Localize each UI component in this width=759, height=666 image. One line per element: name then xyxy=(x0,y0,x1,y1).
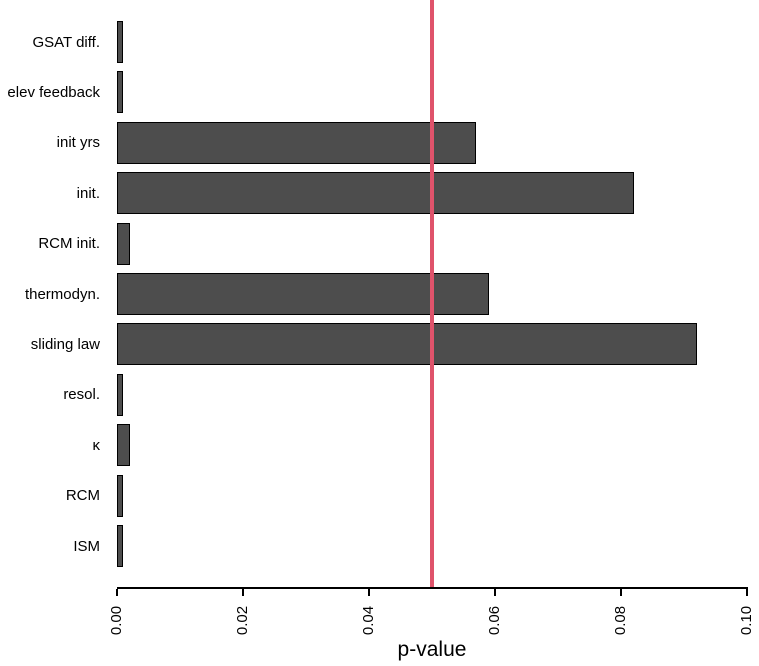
category-label: κ xyxy=(92,436,101,454)
category-label: resol. xyxy=(63,386,100,404)
category-label: ISM xyxy=(73,537,100,555)
category-label: init. xyxy=(76,184,100,202)
x-axis-tick xyxy=(116,589,118,596)
x-axis-tick xyxy=(368,589,370,596)
bar xyxy=(117,474,124,517)
category-label: elev feedback xyxy=(7,83,100,101)
category-label: sliding law xyxy=(30,335,100,353)
x-axis-tick-label: 0.00 xyxy=(67,598,167,642)
bar xyxy=(117,373,124,416)
bar xyxy=(117,424,130,467)
x-axis-title: p-value xyxy=(397,638,467,661)
x-axis-line xyxy=(117,587,748,589)
x-axis-tick-label-text: 0.04 xyxy=(360,605,378,635)
bar xyxy=(117,273,489,315)
x-axis-tick-label: 0.10 xyxy=(697,598,759,642)
x-axis-tick-label: 0.02 xyxy=(193,598,293,642)
x-axis-tick xyxy=(746,589,748,596)
bar xyxy=(117,121,477,164)
x-axis-tick-label-text: 0.00 xyxy=(108,605,126,635)
x-axis-tick-label: 0.06 xyxy=(445,598,545,642)
x-axis-tick xyxy=(494,589,496,596)
x-axis-tick-label: 0.04 xyxy=(319,598,419,642)
x-axis-tick-label-text: 0.06 xyxy=(486,605,504,635)
category-label: RCM init. xyxy=(38,235,100,253)
x-axis-tick xyxy=(242,589,244,596)
x-axis-tick-label-text: 0.02 xyxy=(234,605,252,635)
bar xyxy=(117,172,634,215)
category-label: GSAT diff. xyxy=(32,33,100,51)
bar xyxy=(117,222,130,265)
bar xyxy=(117,525,124,567)
category-label: RCM xyxy=(65,487,100,505)
category-label: init yrs xyxy=(56,134,100,152)
bar xyxy=(117,71,124,114)
x-axis-tick-label-text: 0.10 xyxy=(738,605,756,635)
significance-reference-line xyxy=(430,0,434,588)
category-label: thermodyn. xyxy=(24,285,100,303)
bar xyxy=(117,21,124,63)
x-axis-tick-label-text: 0.08 xyxy=(612,605,630,635)
x-axis-tick xyxy=(620,589,622,596)
bar xyxy=(117,323,697,366)
x-axis-tick-label: 0.08 xyxy=(571,598,671,642)
